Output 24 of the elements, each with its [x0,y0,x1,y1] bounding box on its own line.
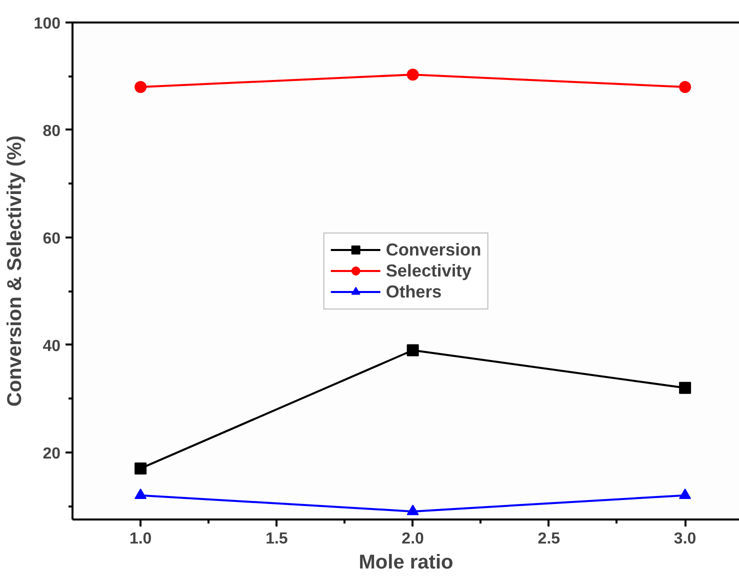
point [406,344,419,356]
x-tick-label: 2.5 [538,530,560,548]
x-tick-label: 2.0 [402,530,424,548]
y-tick-label: 60 [42,230,61,248]
y-tick-label: 100 [34,16,61,32]
y-tick-label: 80 [42,122,61,140]
x-axis-title: Mole ratio [358,552,454,574]
point [679,80,692,93]
point [679,488,692,499]
x-tick-label: 1.0 [129,530,152,548]
point [406,68,419,81]
y-tick-label: 40 [42,338,61,355]
y-tick-label: 20 [42,445,61,462]
x-tick-label: 3.0 [674,530,696,548]
y-axis-title: Conversion & Selectivity (%) [4,135,26,407]
legend-label: Selectivity [386,260,472,281]
x-tick-label: 1.5 [266,530,288,548]
legend-label: Conversion [386,239,482,260]
legend-label: Others [386,281,442,302]
point [134,462,147,474]
point [679,382,692,394]
point [134,488,147,499]
point [134,80,147,93]
point [406,504,419,516]
